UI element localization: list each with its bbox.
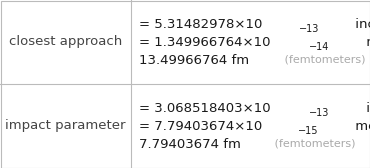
Text: meters: meters bbox=[361, 35, 370, 49]
Text: (femtometers): (femtometers) bbox=[271, 139, 355, 149]
Text: = 7.79403674×10: = 7.79403674×10 bbox=[139, 119, 263, 133]
Text: −13: −13 bbox=[309, 108, 330, 117]
Text: meters: meters bbox=[351, 119, 370, 133]
Text: inches: inches bbox=[362, 101, 370, 115]
Text: (femtometers): (femtometers) bbox=[282, 55, 366, 65]
Text: = 5.31482978×10: = 5.31482978×10 bbox=[139, 17, 263, 31]
Text: = 1.349966764×10: = 1.349966764×10 bbox=[139, 35, 271, 49]
Text: inches: inches bbox=[351, 17, 370, 31]
Text: −13: −13 bbox=[299, 24, 319, 33]
Text: 13.49966764 fm: 13.49966764 fm bbox=[139, 53, 249, 67]
Text: closest approach: closest approach bbox=[9, 35, 122, 49]
Text: −15: −15 bbox=[298, 125, 319, 136]
Text: impact parameter: impact parameter bbox=[6, 119, 126, 133]
Text: −14: −14 bbox=[309, 41, 329, 52]
Text: = 3.068518403×10: = 3.068518403×10 bbox=[139, 101, 271, 115]
Text: 7.79403674 fm: 7.79403674 fm bbox=[139, 137, 241, 151]
